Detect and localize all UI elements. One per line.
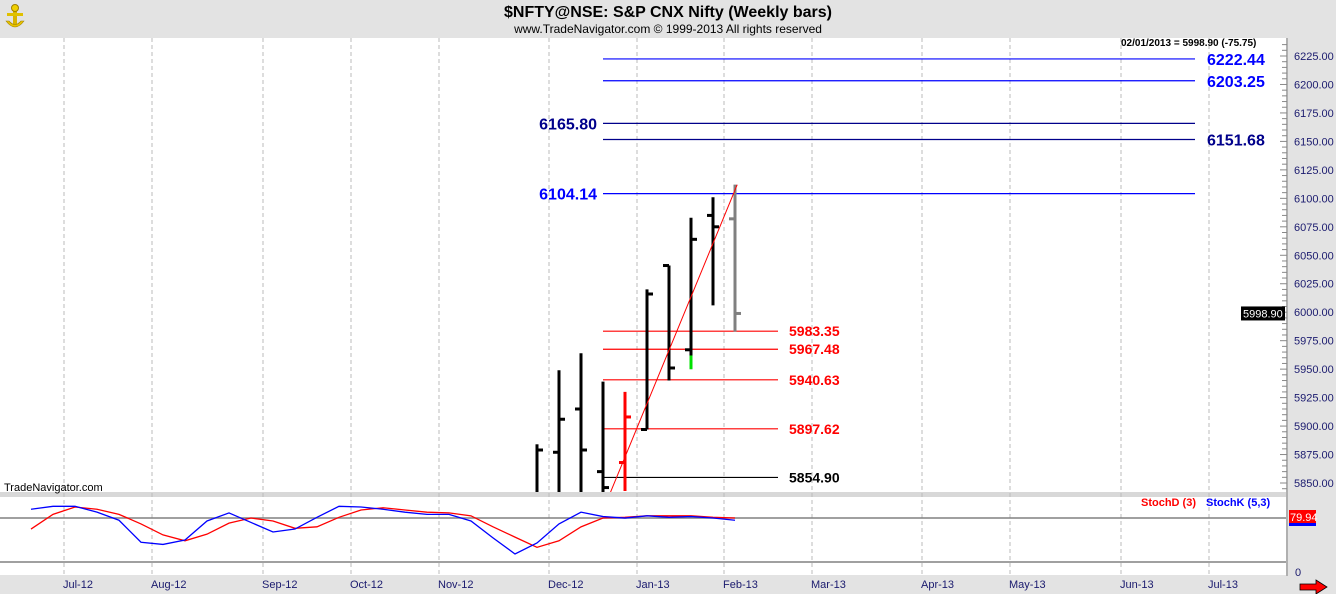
- y-tick-label: 6000.00: [1294, 307, 1334, 319]
- y-tick-label: 6225.00: [1294, 51, 1334, 63]
- level-label: 6203.25: [1207, 74, 1265, 91]
- chart-subtitle: www.TradeNavigator.com © 1999-2013 All r…: [513, 22, 822, 36]
- x-tick-label: Mar-13: [811, 579, 846, 591]
- x-tick-label: Jun-13: [1120, 579, 1154, 591]
- y-tick-label: 5975.00: [1294, 336, 1334, 348]
- level-label: 6222.44: [1207, 52, 1265, 69]
- x-tick-label: Nov-12: [438, 579, 473, 591]
- price-pane: [0, 38, 1286, 492]
- vertical-gridlines: [63, 38, 1210, 575]
- y-tick-label: 6175.00: [1294, 108, 1334, 120]
- x-tick-label: May-13: [1009, 579, 1046, 591]
- last-price-label: 5998.90: [1243, 308, 1283, 320]
- x-tick-label: Jul-13: [1208, 579, 1238, 591]
- level-label: 5897.62: [789, 421, 840, 437]
- pane-separator[interactable]: [0, 492, 1286, 497]
- stoch-line-k: [30, 505, 736, 555]
- stoch-k-legend: StochK (5,3): [1206, 497, 1271, 509]
- level-label: 6151.68: [1207, 132, 1265, 149]
- price-readout: 02/01/2013 = 5998.90 (-75.75): [1121, 38, 1256, 49]
- y-tick-label: 6050.00: [1294, 250, 1334, 262]
- y-tick-label: 6200.00: [1294, 79, 1334, 91]
- x-tick-label: Jul-12: [63, 579, 93, 591]
- x-tick-label: Jan-13: [636, 579, 670, 591]
- y-tick-label: 5875.00: [1294, 450, 1334, 462]
- price-bars: [535, 184, 741, 492]
- y-tick-label: 5900.00: [1294, 421, 1334, 433]
- stochastic-lines: [0, 505, 1286, 563]
- chart-title: $NFTY@NSE: S&P CNX Nifty (Weekly bars): [504, 4, 832, 21]
- last-price-marker: 5998.90: [1241, 306, 1285, 321]
- y-tick-label: 6150.00: [1294, 136, 1334, 148]
- y-tick-label: 5950.00: [1294, 364, 1334, 376]
- x-tick-label: Feb-13: [723, 579, 758, 591]
- y-tick-label: 6125.00: [1294, 165, 1334, 177]
- x-tick-label: Sep-12: [262, 579, 297, 591]
- x-tick-label: Apr-13: [921, 579, 954, 591]
- y-tick-label: 6100.00: [1294, 193, 1334, 205]
- x-tick-label: Oct-12: [350, 579, 383, 591]
- y-tick-label: 5850.00: [1294, 478, 1334, 490]
- stoch-axis-zero: 0: [1295, 567, 1301, 579]
- stoch-d-legend: StochD (3): [1141, 497, 1196, 509]
- scroll-right-arrow-icon[interactable]: [1299, 579, 1328, 594]
- level-label: 5967.48: [789, 341, 840, 357]
- y-tick-label: 6025.00: [1294, 279, 1334, 291]
- stoch-last-value: 79.94: [1290, 512, 1318, 524]
- x-tick-label: Dec-12: [548, 579, 583, 591]
- y-tick-label: 6075.00: [1294, 222, 1334, 234]
- level-label: 5940.63: [789, 372, 840, 388]
- watermark: TradeNavigator.com: [4, 482, 103, 494]
- anchor-logo-icon: [5, 4, 25, 28]
- price-levels: 6222.44 6203.25 6165.80 6151.68 6104.14 5983.…: [539, 52, 1265, 486]
- level-label: 6165.80: [539, 116, 597, 133]
- stoch-pane: [0, 497, 1286, 575]
- level-label: 5983.35: [789, 323, 840, 339]
- price-axis[interactable]: 6225.00 6200.00 6175.00 6150.00 6125.00 6100.…: [1280, 44, 1334, 490]
- x-tick-label: Aug-12: [151, 579, 186, 591]
- y-tick-label: 5925.00: [1294, 393, 1334, 405]
- level-label: 5854.90: [789, 469, 840, 485]
- x-axis: Jul-12 Aug-12 Sep-12 Oct-12 Nov-12 Dec-12 Jan-…: [63, 579, 1238, 591]
- stoch-last-value-marker: 79.94: [1289, 510, 1318, 526]
- level-label: 6104.14: [539, 187, 597, 204]
- trendline: [610, 184, 738, 492]
